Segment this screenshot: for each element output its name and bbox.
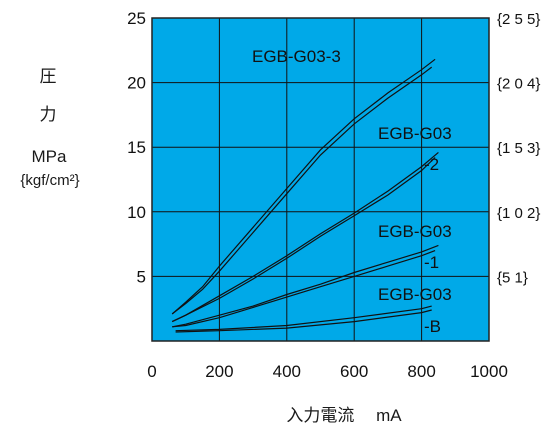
series-line-0 [171, 58, 436, 315]
y-right-tick-label-1: {1 0 2} [497, 205, 540, 222]
x-tick-label-3: 600 [340, 362, 368, 381]
y-right-tick-label-2: {1 5 3} [497, 140, 540, 157]
x-axis-label: 入力電流 mA [286, 406, 402, 425]
series-line-1 [171, 66, 433, 315]
x-tick-label-1: 200 [205, 362, 233, 381]
annotation-suffix-b: -B [424, 317, 441, 336]
y-tick-labels: 5 10 15 20 25 [127, 9, 146, 286]
x-tick-label-0: 0 [147, 362, 156, 381]
annotation-egb-g03-a: EGB-G03 [378, 124, 452, 143]
y-tick-label-0: 5 [137, 267, 146, 286]
y-tick-label-3: 20 [127, 74, 146, 93]
y-tick-label-4: 25 [127, 9, 146, 28]
y-tick-label-1: 10 [127, 203, 146, 222]
annotation-egb-g03-3: EGB-G03-3 [252, 47, 341, 66]
y-tick-label-2: 15 [127, 138, 146, 157]
annotation-suffix-2: -2 [424, 155, 439, 174]
y-axis-label-2: 力 [39, 105, 57, 124]
series-line-4 [172, 244, 439, 328]
y-axis-unit-alt: {kgf/cm²} [20, 172, 80, 189]
series-line-6 [175, 305, 432, 332]
annotation-suffix-1: -1 [424, 253, 439, 272]
series-line-3 [171, 157, 436, 323]
y-axis-label-1: 圧 [39, 67, 57, 86]
x-tick-labels: 0 200 400 600 800 1000 [147, 362, 508, 381]
x-tick-label-2: 400 [273, 362, 301, 381]
annotation-egb-g03-b: EGB-G03 [378, 222, 452, 241]
annotations: EGB-G03-3 EGB-G03 -2 EGB-G03 -1 EGB-G03 … [252, 47, 452, 336]
plot-frame [151, 17, 490, 342]
annotation-egb-g03-c: EGB-G03 [378, 285, 452, 304]
x-tick-label-5: 1000 [470, 362, 508, 381]
series-line-2 [171, 151, 439, 323]
grid [152, 18, 489, 341]
y-axis-unit: MPa [31, 147, 67, 166]
series-line-7 [175, 309, 432, 333]
x-tick-label-4: 800 [407, 362, 435, 381]
y-right-tick-label-3: {2 0 4} [497, 76, 540, 93]
y-right-tick-label-4: {2 5 5} [497, 11, 540, 28]
series-line-5 [172, 250, 436, 328]
series-lines [171, 58, 439, 333]
y-right-tick-label-0: {5 1} [497, 269, 528, 286]
y-tick-labels-right: {5 1} {1 0 2} {1 5 3} {2 0 4} {2 5 5} [497, 11, 540, 286]
